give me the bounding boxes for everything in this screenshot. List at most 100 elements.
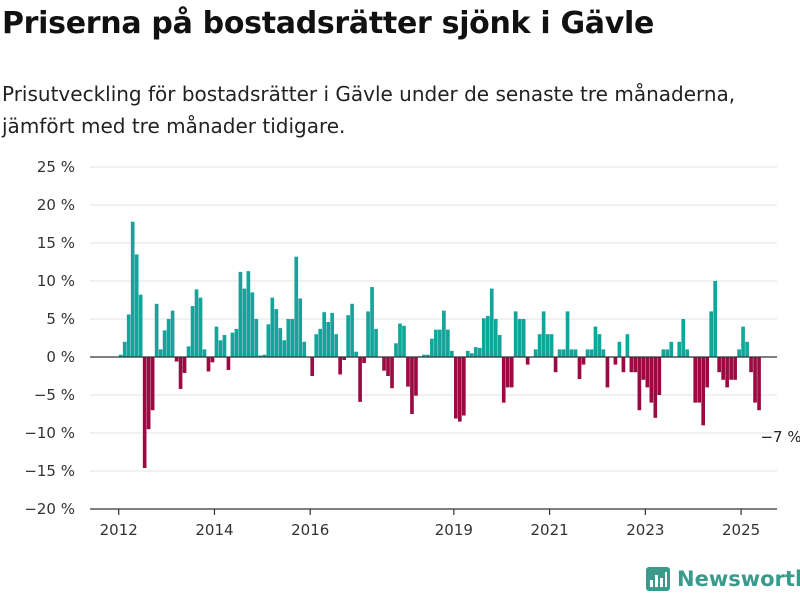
bar: [214, 326, 219, 357]
bar: [294, 256, 299, 357]
bar: [414, 357, 418, 396]
y-tick-label: 5 %: [46, 310, 75, 328]
bar: [454, 357, 458, 419]
bar: [601, 349, 606, 357]
bar: [366, 311, 370, 357]
bar: [342, 357, 346, 361]
axes: [90, 356, 777, 515]
bar: [146, 357, 151, 430]
bar: [222, 334, 227, 357]
bar: [322, 312, 327, 357]
bar: [733, 357, 737, 380]
bar: [430, 338, 434, 357]
bar: [358, 357, 362, 402]
bar: [661, 349, 666, 357]
bar: [537, 334, 542, 357]
bar: [565, 311, 570, 357]
bar: [226, 357, 231, 370]
bar: [390, 357, 394, 389]
bar: [681, 319, 686, 357]
bar: [693, 357, 698, 403]
bar: [473, 347, 478, 357]
bar: [485, 315, 490, 357]
annotations: −7 %: [760, 428, 800, 446]
last-value-label: −7 %: [760, 428, 800, 446]
bar: [150, 357, 155, 411]
bar: [545, 334, 550, 357]
brand-name: Newsworthy: [677, 567, 800, 591]
bar: [497, 334, 502, 357]
bar: [210, 357, 215, 363]
x-tick-label: 2025: [722, 521, 760, 535]
bar: [130, 221, 135, 357]
bar: [641, 357, 646, 380]
bar: [266, 324, 271, 357]
bar: [665, 349, 670, 357]
newsworthy-icon: [646, 567, 670, 591]
bar: [178, 357, 183, 389]
bar: [649, 357, 654, 403]
bar: [198, 297, 203, 357]
bar-chart: 25 % 20 % 15 % 10 % 5 % 0 % −5 % −10 % −15 % −20 …: [24, 158, 800, 535]
bar: [549, 334, 554, 357]
bar: [158, 349, 163, 357]
bar: [633, 357, 638, 373]
bar: [717, 357, 721, 373]
bars: [118, 221, 761, 468]
bar: [298, 298, 303, 357]
x-tick-label: 2019: [435, 521, 473, 535]
bar: [406, 357, 410, 387]
bar: [669, 341, 674, 357]
bar: [701, 357, 706, 426]
y-axis-ticks: 25 % 20 % 15 % 10 % 5 % 0 % −5 % −10 % −15 % −20 …: [24, 158, 75, 518]
bar: [557, 349, 562, 357]
bar: [374, 328, 378, 357]
bar: [509, 357, 514, 388]
bar: [234, 328, 239, 357]
bar: [354, 351, 358, 357]
bar: [262, 354, 267, 357]
bar: [154, 303, 159, 357]
y-tick-label: −10 %: [24, 424, 75, 442]
bar: [737, 349, 741, 357]
bar: [206, 357, 211, 372]
bar: [286, 319, 291, 357]
bar: [434, 329, 438, 357]
bar: [657, 357, 662, 395]
bar: [246, 271, 251, 357]
x-tick-label: 2014: [195, 521, 233, 535]
bar: [501, 357, 506, 403]
bar: [314, 334, 319, 357]
bar: [757, 357, 761, 411]
bar: [465, 350, 470, 357]
bar: [745, 341, 749, 357]
bar: [729, 357, 733, 380]
bar: [122, 341, 127, 357]
y-tick-label: −5 %: [34, 386, 75, 404]
bar: [270, 297, 275, 357]
y-tick-label: −15 %: [24, 462, 75, 480]
bar: [338, 357, 342, 375]
bar: [370, 287, 374, 357]
bar: [597, 334, 602, 357]
bar: [254, 319, 259, 357]
x-tick-label: 2021: [531, 521, 569, 535]
bar: [469, 353, 474, 357]
bar: [134, 254, 139, 357]
y-tick-label: −20 %: [24, 500, 75, 518]
bar: [589, 349, 594, 357]
bar: [186, 346, 191, 357]
bar: [617, 341, 622, 357]
bar: [346, 315, 350, 357]
bar: [625, 334, 630, 357]
bar: [278, 328, 283, 357]
bar: [513, 311, 518, 357]
bar: [705, 357, 710, 388]
bar: [677, 341, 682, 357]
bar: [573, 349, 578, 357]
bar: [505, 357, 510, 388]
y-tick-label: 20 %: [37, 196, 75, 214]
bar: [605, 357, 610, 388]
bar: [138, 294, 143, 357]
bar: [318, 328, 323, 357]
